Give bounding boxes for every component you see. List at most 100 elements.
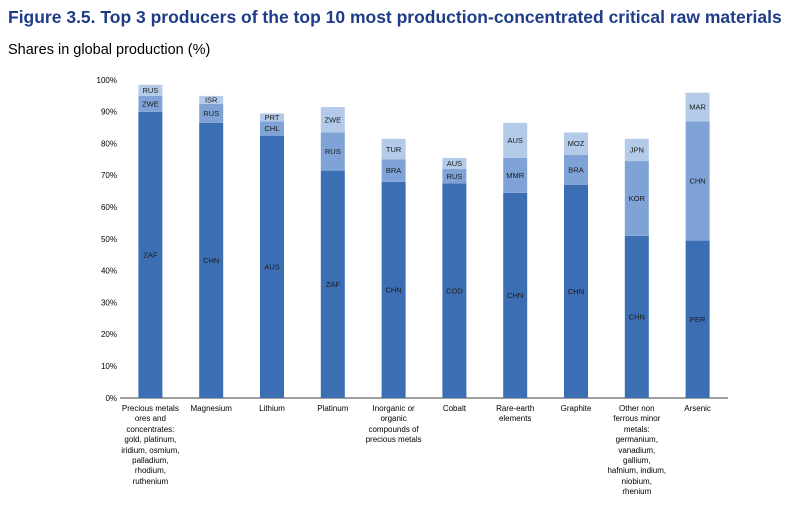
bar-segment-label: CHN <box>203 256 219 265</box>
y-tick-label: 60% <box>101 203 117 212</box>
bar-segment <box>685 240 710 398</box>
bar-segment <box>320 132 345 171</box>
bar-segment-label: AUS <box>507 136 522 145</box>
bar-segment-label: RUS <box>203 109 219 118</box>
bar-segment-label: MOZ <box>568 139 585 148</box>
bar-segment-label: BRA <box>386 166 401 175</box>
category-label-line: palladium, <box>132 456 169 466</box>
category-label-line: elements <box>498 414 532 424</box>
bar-segment-label: TUR <box>386 145 402 154</box>
category-label-line: metals: <box>623 424 650 434</box>
category-label-line: niobium, <box>621 476 652 486</box>
bar-segment <box>138 111 163 399</box>
category-label-line: vanadium, <box>618 445 656 455</box>
category-label-line: Precious metals <box>121 404 179 413</box>
y-tick-label: 100% <box>97 76 117 85</box>
bar-segment <box>260 121 284 136</box>
bar-segment-label: CHN <box>568 287 584 296</box>
bar-segment-label: KOR <box>629 194 646 203</box>
bar-segment-label: AUS <box>447 159 462 168</box>
bar-segment <box>381 181 406 398</box>
bar-segment-label: CHL <box>264 124 279 133</box>
figure-subtitle: Shares in global production (%) <box>8 42 211 58</box>
bar-segment-label: ZAF <box>326 280 341 289</box>
bar-segment-label: AUS <box>264 262 279 271</box>
bar-segment-label: RUS <box>446 172 462 181</box>
y-tick-label: 80% <box>101 139 117 148</box>
category-label: Lithium <box>234 404 310 414</box>
bar-segment-label: PRT <box>265 113 280 122</box>
bar-segment <box>624 138 649 162</box>
category-label-line: compounds of <box>368 424 419 434</box>
bar-segment <box>381 138 406 160</box>
bar-segment <box>320 170 345 398</box>
category-label-line: Arsenic <box>684 404 711 413</box>
category-label-line: Cobalt <box>442 404 466 413</box>
bar-segment <box>685 121 710 241</box>
bar-segment <box>138 95 163 112</box>
y-tick-label: 20% <box>101 330 117 339</box>
bar-segment-label: ISR <box>205 95 218 104</box>
bar-segment-label: COD <box>446 286 463 295</box>
bar-segment <box>199 122 224 399</box>
category-label-line: ruthenium <box>132 476 169 486</box>
category-label: Rare-earth elements <box>477 404 553 425</box>
category-label-line: Lithium <box>259 404 285 413</box>
bar-segment <box>442 157 467 170</box>
y-tick-label: 50% <box>101 235 117 244</box>
bar-segment <box>442 169 467 184</box>
category-label: Magnesium <box>173 404 249 414</box>
category-label-line: rhenium <box>622 487 652 497</box>
bar-segment <box>503 122 528 158</box>
category-label: Cobalt <box>416 404 492 414</box>
bar-segment <box>260 135 284 398</box>
category-label: Arsenic <box>660 404 736 414</box>
category-label-line: Platinum <box>317 404 349 413</box>
bar-segment-label: RUS <box>325 147 341 156</box>
category-label: Graphite <box>538 404 614 414</box>
bar-segment-label: CHN <box>507 291 523 300</box>
category-label-line: germanium, <box>615 435 658 445</box>
y-tick-label: 0% <box>105 394 117 403</box>
y-tick-label: 90% <box>101 108 117 117</box>
category-label-line: gallium, <box>623 456 651 466</box>
bar-segment <box>260 113 284 122</box>
y-tick-label: 10% <box>101 362 117 371</box>
category-label-line: iridium, osmium, <box>121 445 180 455</box>
category-label-line: organic <box>380 414 407 424</box>
bar-segment-label: CHN <box>689 177 705 186</box>
category-label: Other non ferrous minor metals: germanium, v… <box>599 404 675 498</box>
y-tick-label: 40% <box>101 267 117 276</box>
bar-segment-label: RUS <box>142 86 158 95</box>
category-label: Platinum <box>295 404 371 414</box>
bar-segment-label: ZWE <box>324 115 341 124</box>
bar-segment <box>564 184 588 398</box>
category-label-line: Inorganic or <box>372 404 415 413</box>
bar-segment-label: ZAF <box>143 251 158 260</box>
bar-segment-label: BRA <box>568 165 583 174</box>
bar-segment <box>685 92 710 122</box>
bar-segment <box>199 103 224 123</box>
figure-title: Figure 3.5. Top 3 producers of the top 1… <box>8 7 782 27</box>
bar-segment <box>624 235 649 398</box>
y-tick-label: 70% <box>101 171 117 180</box>
category-label-line: Magnesium <box>190 404 232 413</box>
bar-segment <box>381 159 406 182</box>
bars: ZAF ZWE RUS CHN RUS ISR AUS CHL PRT ZAF RUS ZWE CHN B… <box>138 84 710 399</box>
category-label-line: concentrates: <box>126 424 175 434</box>
bar-segment <box>564 132 588 155</box>
category-label-line: rhodium, <box>134 466 166 476</box>
bar-segment <box>503 157 528 193</box>
bar-segment-label: CHN <box>385 285 401 294</box>
category-label-line: precious metals <box>365 435 422 445</box>
bar-segment-label: MMR <box>506 171 524 180</box>
category-label-line: Rare-earth <box>496 404 535 413</box>
category-label: Inorganic or organic compounds of precious … <box>356 404 432 446</box>
bar-segment <box>138 84 163 96</box>
bar-segment-label: MAR <box>689 103 706 112</box>
category-label-line: ferrous minor <box>613 414 661 424</box>
bar-segment <box>503 192 528 398</box>
category-label: Precious metals ores and concentrates: gold… <box>112 404 188 487</box>
bar-segment-label: JPN <box>630 146 644 155</box>
